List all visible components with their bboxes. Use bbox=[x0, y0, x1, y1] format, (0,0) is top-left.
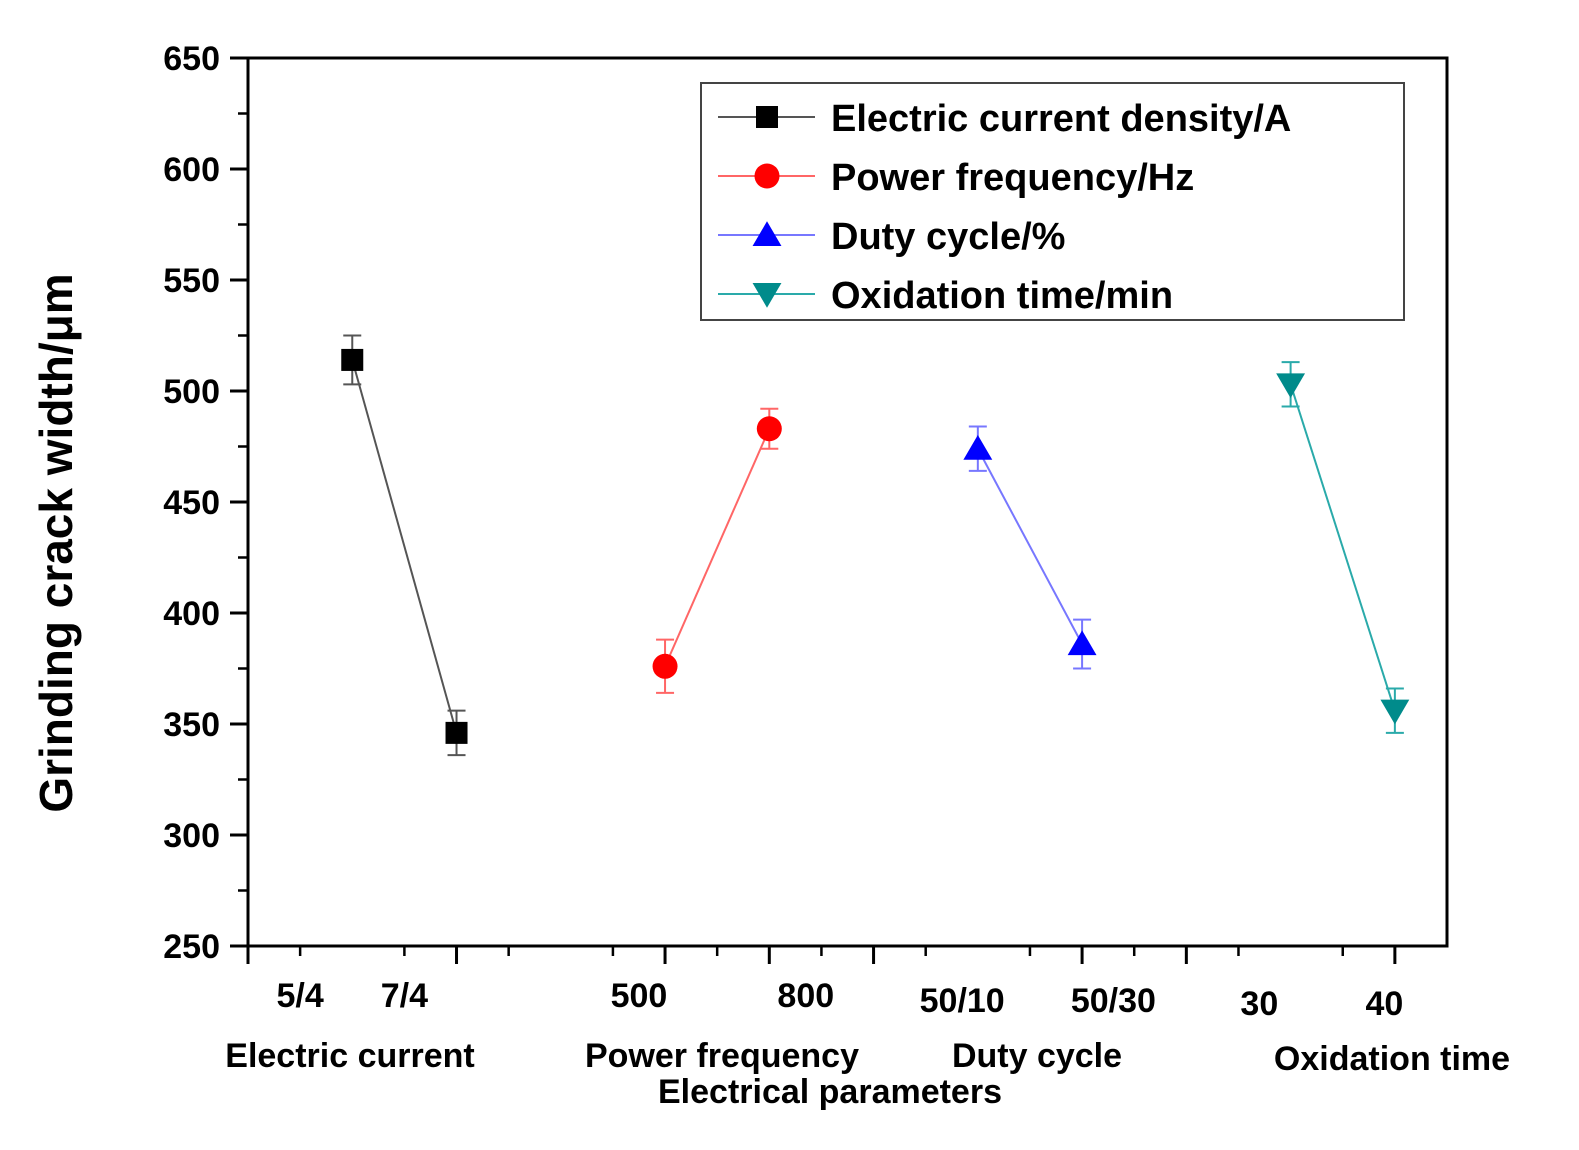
x-category-label: 5/4 bbox=[276, 977, 323, 1015]
x-category-label: 40 bbox=[1366, 985, 1404, 1023]
x-category-label: 50/30 bbox=[1071, 982, 1156, 1020]
data-point bbox=[445, 721, 468, 744]
group-label: Oxidation time bbox=[1274, 1040, 1510, 1078]
legend-label: Duty cycle/% bbox=[831, 216, 1065, 258]
series-line bbox=[664, 428, 771, 667]
legend-label: Electric current density/A bbox=[831, 98, 1291, 140]
group-label: Electric current bbox=[225, 1037, 474, 1075]
y-tick-label: 400 bbox=[163, 595, 220, 633]
data-point bbox=[963, 434, 993, 460]
series bbox=[1276, 361, 1410, 734]
y-tick-label: 350 bbox=[163, 706, 220, 744]
legend-box bbox=[700, 82, 1405, 321]
data-point bbox=[754, 163, 780, 189]
x-category-label: 800 bbox=[777, 977, 834, 1015]
axes: 250 300 350 400 450 500 550 600 650 5/4 7/4 Electri… bbox=[30, 40, 1510, 1111]
y-tick-label: 550 bbox=[163, 262, 220, 300]
y-tick-label: 600 bbox=[163, 151, 220, 189]
y-tick-label: 650 bbox=[163, 40, 220, 78]
data-point bbox=[756, 416, 782, 442]
data-point bbox=[1380, 699, 1410, 725]
y-tick-label: 250 bbox=[163, 928, 220, 966]
group-label: Power frequency bbox=[585, 1037, 859, 1075]
data-point bbox=[341, 348, 364, 371]
y-axis-title: Grinding crack width/μm bbox=[30, 273, 82, 812]
y-tick-label: 300 bbox=[163, 817, 220, 855]
plot-data bbox=[341, 334, 1410, 757]
x-category-label: 50/10 bbox=[920, 982, 1005, 1020]
series-line bbox=[976, 448, 1083, 645]
x-axis-title: Electrical parameters bbox=[658, 1073, 1002, 1111]
legend-label: Oxidation time/min bbox=[831, 275, 1173, 317]
series bbox=[963, 425, 1097, 670]
series-line bbox=[1289, 384, 1396, 711]
y-tick-label: 500 bbox=[163, 373, 220, 411]
x-category-label: 7/4 bbox=[381, 977, 428, 1015]
data-point bbox=[652, 653, 678, 679]
data-point bbox=[752, 221, 782, 246]
series bbox=[341, 334, 468, 757]
group-label: Duty cycle bbox=[952, 1037, 1122, 1075]
series bbox=[652, 407, 782, 694]
series-line bbox=[351, 359, 458, 734]
legend: Electric current density/A Power frequenc… bbox=[700, 82, 1405, 321]
x-category-label: 500 bbox=[611, 977, 668, 1015]
y-tick-label: 450 bbox=[163, 484, 220, 522]
x-category-label: 30 bbox=[1240, 985, 1278, 1023]
legend-label: Power frequency/Hz bbox=[831, 157, 1194, 199]
data-point bbox=[756, 106, 778, 128]
data-point bbox=[1276, 373, 1306, 399]
data-point bbox=[1067, 630, 1097, 656]
data-point bbox=[752, 283, 782, 308]
